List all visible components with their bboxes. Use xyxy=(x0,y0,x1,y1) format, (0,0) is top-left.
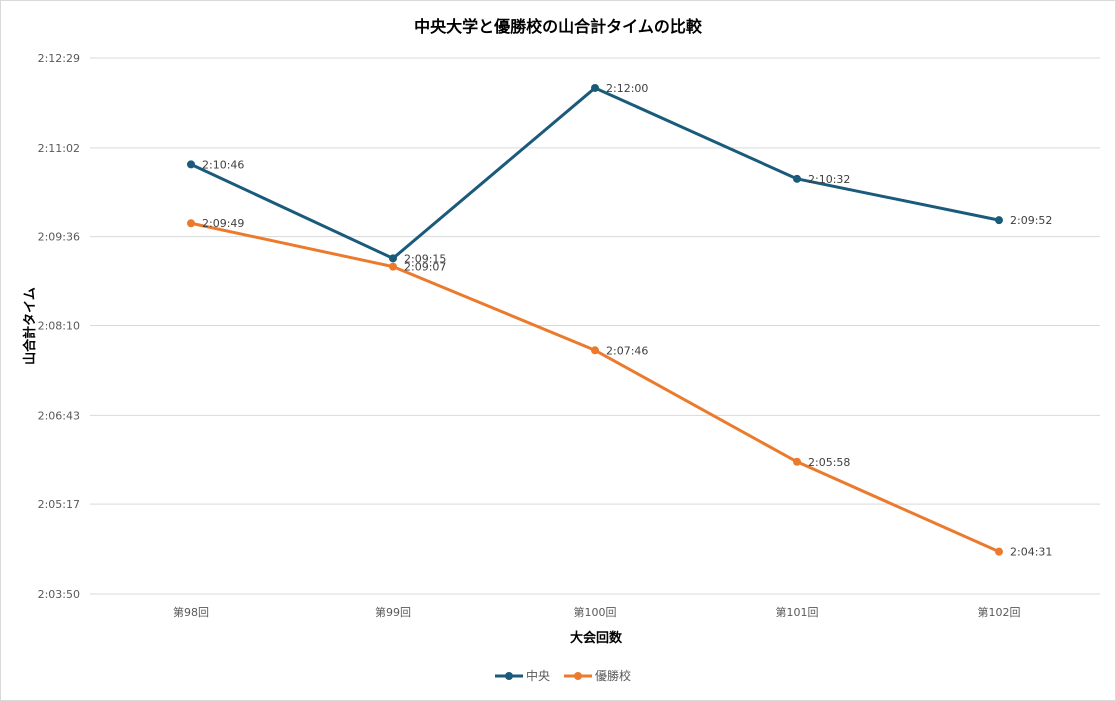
x-tick-label: 第98回 xyxy=(173,605,209,619)
data-point xyxy=(389,262,397,271)
x-tick-label: 第101回 xyxy=(776,605,819,619)
legend-label: 中央 xyxy=(526,668,550,683)
x-axis-title: 大会回数 xyxy=(570,630,623,646)
data-point xyxy=(389,254,397,263)
series-points xyxy=(187,83,1003,556)
gridlines xyxy=(90,57,1100,595)
x-tick-label: 第99回 xyxy=(375,605,411,619)
data-point xyxy=(187,219,195,228)
y-tick-label: 2:08:10 xyxy=(38,319,80,332)
data-label: 2:10:32 xyxy=(808,173,850,186)
data-point xyxy=(793,174,801,183)
data-point xyxy=(995,216,1003,225)
series-line xyxy=(190,86,1000,260)
y-axis-ticks: 2:03:50 2:05:17 2:06:43 2:08:10 2:09:36 2:11:… xyxy=(38,52,80,601)
data-label: 2:07:46 xyxy=(606,344,648,357)
y-axis-title: 山合計タイム xyxy=(22,287,38,365)
y-tick-label: 2:05:17 xyxy=(38,498,80,511)
y-tick-label: 2:09:36 xyxy=(38,231,80,244)
data-point xyxy=(591,346,599,355)
x-tick-label: 第102回 xyxy=(978,605,1021,619)
chart-title: 中央大学と優勝校の山合計タイムの比較 xyxy=(414,17,703,36)
data-label: 2:05:58 xyxy=(808,456,850,469)
data-label: 2:04:31 xyxy=(1010,546,1052,559)
data-point xyxy=(995,547,1003,556)
y-tick-label: 2:11:02 xyxy=(38,142,80,155)
data-label: 2:12:00 xyxy=(606,82,648,95)
series-line xyxy=(190,221,1000,554)
data-point xyxy=(793,457,801,466)
y-tick-label: 2:06:43 xyxy=(38,409,80,422)
data-label: 2:09:52 xyxy=(1010,214,1052,227)
y-tick-label: 2:12:29 xyxy=(38,52,80,65)
x-tick-label: 第100回 xyxy=(574,605,617,619)
data-point xyxy=(591,83,599,92)
data-label: 2:09:15 xyxy=(404,252,446,265)
legend-label: 優勝校 xyxy=(595,668,631,683)
legend: 中央 優勝校 xyxy=(495,668,631,683)
data-label: 2:09:49 xyxy=(202,217,244,230)
data-labels: 2:10:46 2:09:15 2:12:00 2:10:32 2:09:52 2:09:… xyxy=(202,82,1052,559)
series-lines xyxy=(190,86,1000,554)
legend-marker xyxy=(574,672,582,680)
data-label: 2:09:07 xyxy=(404,261,446,274)
x-axis-ticks: 第98回 第99回 第100回 第101回 第102回 xyxy=(173,605,1021,619)
legend-marker xyxy=(505,672,513,680)
data-point xyxy=(187,160,195,169)
y-tick-label: 2:03:50 xyxy=(38,588,80,601)
data-label: 2:10:46 xyxy=(202,158,244,171)
